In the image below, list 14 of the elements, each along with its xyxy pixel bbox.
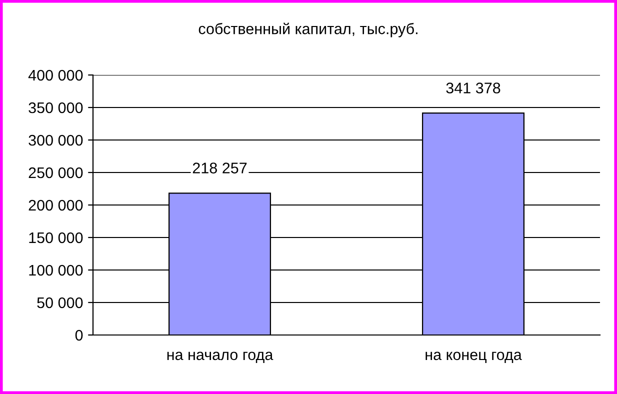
x-tick-label: на начало года	[167, 352, 274, 364]
y-tick-label: 50 000	[37, 297, 83, 308]
data-label: 341 378	[446, 82, 500, 94]
y-tick-label: 100 000	[29, 264, 83, 276]
y-tick-label: 400 000	[28, 70, 83, 81]
x-tick-label: на конец года	[426, 352, 522, 364]
y-tick-label: 0	[75, 330, 83, 341]
chart-title: собственный капитал, тыс.руб.	[198, 22, 418, 38]
y-tick-label: 250 000	[28, 167, 83, 178]
y-tick-label: 150 000	[29, 232, 83, 244]
y-tick-label: 350 000	[28, 102, 83, 114]
y-tick-label: 300 000	[28, 134, 83, 146]
y-tick-label: 200 000	[28, 200, 83, 211]
data-label: 218 257	[192, 162, 247, 174]
